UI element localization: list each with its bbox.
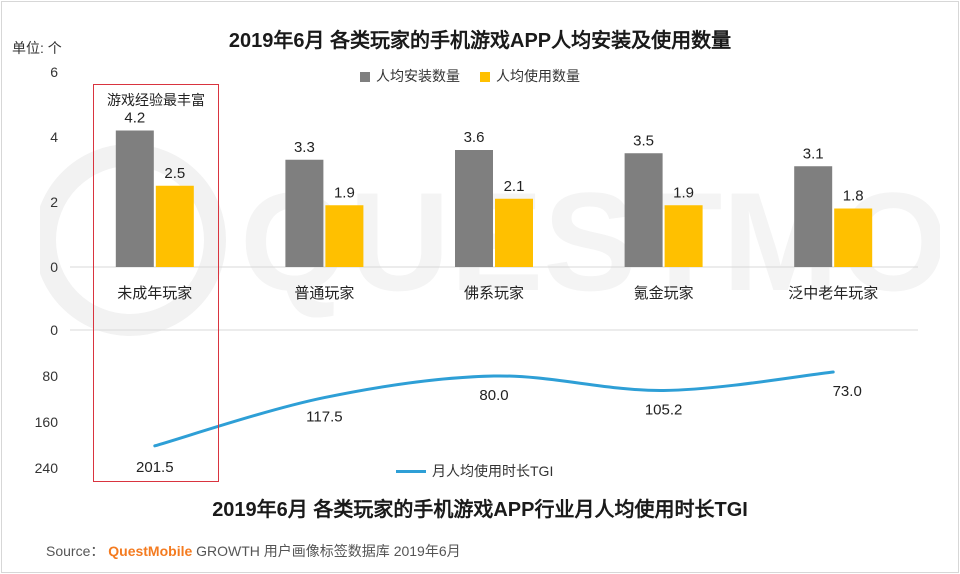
data-label: 2.1 (504, 178, 525, 195)
data-label: 3.6 (464, 129, 485, 146)
bar-install (115, 130, 154, 267)
chart-subtitle: 2019年6月 各类玩家的手机游戏APP行业月人均使用时长TGI (212, 499, 748, 521)
data-label: 3.1 (803, 145, 824, 162)
bar-legend: 人均安装数量 人均使用数量 (360, 66, 580, 86)
legend-item-install: 人均安装数量 (360, 66, 460, 86)
data-label: 1.8 (843, 188, 864, 205)
y-tick-label: 240 (35, 460, 59, 476)
bar-install (285, 159, 324, 267)
line-data-label: 117.5 (306, 409, 342, 426)
legend-line-swatch (396, 469, 426, 473)
source-rest: GROWTH 用户画像标签数据库 2019年6月 (192, 543, 461, 559)
x-tick-label: 未成年玩家 (117, 285, 192, 302)
highlight-box (93, 84, 219, 482)
bar-install (455, 150, 493, 267)
bar-usage (664, 205, 703, 267)
legend-label: 人均使用数量 (496, 68, 580, 84)
bar-usage (325, 205, 364, 267)
line-data-label: 201.5 (136, 459, 174, 476)
data-label: 3.5 (633, 132, 654, 149)
y-tick-label: 0 (50, 322, 58, 338)
y-tick-label: 2 (50, 194, 58, 210)
bar-usage (495, 198, 533, 267)
x-tick-label: 氪金玩家 (634, 285, 694, 302)
line-data-label: 73.0 (833, 383, 862, 400)
legend-swatch (360, 72, 370, 83)
unit-label: 单位: 个 (12, 40, 62, 56)
data-label: 4.2 (124, 110, 145, 127)
legend-label: 人均安装数量 (376, 68, 460, 84)
y-tick-label: 80 (42, 368, 58, 384)
line-data-label: 80.0 (479, 387, 508, 404)
tgi-series-line (153, 370, 835, 448)
bar-install (624, 153, 663, 267)
highlight-label: 游戏经验最丰富 (107, 92, 205, 108)
chart-title: 2019年6月 各类玩家的手机游戏APP人均安装及使用数量 (228, 30, 732, 52)
y-tick-label: 4 (50, 129, 58, 145)
data-label: 2.5 (164, 165, 185, 182)
data-label: 3.3 (294, 139, 315, 156)
bar-install (794, 166, 833, 267)
x-tick-label: 普通玩家 (294, 285, 354, 302)
data-label: 1.9 (673, 184, 694, 201)
source-prefix: Source： (46, 543, 105, 559)
x-tick-label: 佛系玩家 (464, 285, 524, 302)
source-note: Source： QuestMobile GROWTH 用户画像标签数据库 201… (46, 541, 461, 561)
line-legend: 月人均使用时长TGI (396, 461, 553, 481)
bar-usage (834, 208, 873, 267)
line-data-label: 105.2 (645, 401, 683, 418)
data-label: 1.9 (334, 184, 355, 201)
source-brand: QuestMobile (108, 543, 193, 559)
bar-usage (155, 185, 194, 267)
x-tick-label: 泛中老年玩家 (788, 285, 878, 302)
legend-label: 月人均使用时长TGI (432, 463, 554, 479)
y-tick-label: 6 (50, 64, 58, 80)
y-tick-label: 160 (35, 414, 59, 430)
legend-item-usage: 人均使用数量 (480, 66, 580, 86)
legend-swatch (480, 72, 490, 83)
y-tick-label: 0 (50, 259, 58, 275)
